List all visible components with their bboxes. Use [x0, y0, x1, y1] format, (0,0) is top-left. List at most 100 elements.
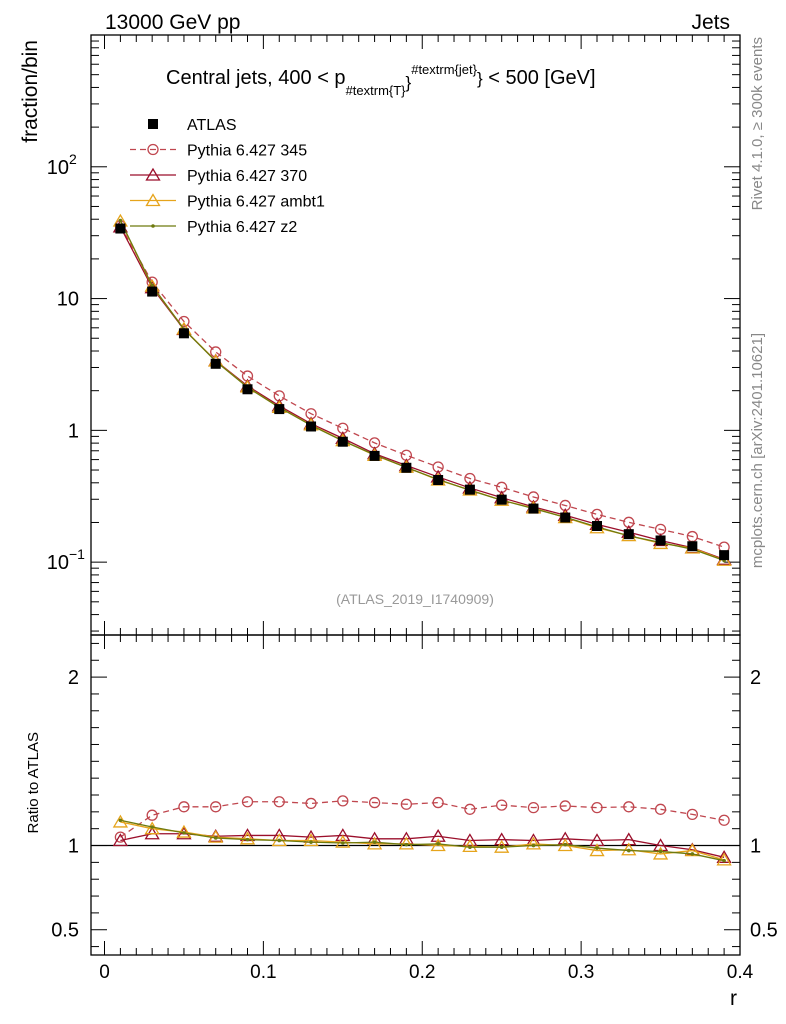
ratio-tick-label-right: 1 [750, 836, 761, 858]
legend-marker [148, 119, 158, 129]
ratio-point-3 [658, 849, 663, 854]
y-tick-label: 10 [57, 289, 79, 311]
ratio-point-3 [404, 842, 409, 847]
ratio-point-1 [430, 828, 446, 842]
ratio-line-1 [120, 833, 725, 858]
atlas-point [147, 286, 158, 297]
ratio-point-0 [368, 796, 381, 809]
ratio-point-0 [559, 800, 571, 812]
ratio-point-2 [366, 836, 383, 850]
ratio-point-0 [591, 801, 603, 814]
ratio-point-2 [303, 833, 319, 847]
energy-label: 13000 GeV pp [105, 11, 240, 34]
series-line-1 [119, 226, 725, 560]
title-suffix: < 500 [GeV] [483, 67, 596, 89]
atlas-point [274, 404, 285, 415]
legend-label: Pythia 6.427 ambt1 [187, 194, 325, 211]
ratio-point-0 [178, 801, 190, 813]
atlas-point [210, 358, 221, 369]
ratio-point-3 [436, 842, 440, 846]
ratio-point-2 [589, 843, 605, 857]
ratio-point-2 [398, 836, 415, 850]
ratio-point-1 [112, 833, 129, 847]
ratio-point-2 [462, 839, 478, 853]
y-tick-exponent: 2 [69, 151, 77, 167]
x-tick-label: 0 [99, 962, 110, 983]
atlas-point [178, 328, 189, 339]
ratio-point-2 [621, 842, 637, 856]
ratio-tick-label-right: 2 [750, 667, 761, 689]
ratio-point-2 [335, 834, 351, 848]
legend-label: Pythia 6.427 345 [187, 143, 307, 160]
x-tick-label: 0.3 [568, 962, 594, 983]
atlas-point [623, 529, 634, 540]
ratio-point-0 [623, 801, 635, 813]
series-point-0 [210, 346, 222, 358]
x-tick-label: 0.4 [727, 962, 754, 983]
legend-marker [147, 143, 159, 156]
ratio-line-3 [120, 819, 725, 862]
process-label: Jets [691, 11, 730, 34]
ratio-point-0 [432, 796, 444, 809]
ratio-tick-label-right: 0.5 [750, 920, 778, 942]
ratio-point-0 [210, 801, 222, 813]
ratio-point-3 [531, 843, 536, 848]
ratio-point-2 [525, 836, 542, 850]
ratio-point-3 [468, 845, 472, 850]
ratio-point-3 [341, 841, 345, 845]
ratio-series [112, 795, 732, 866]
x-tick-label: 0.1 [250, 962, 276, 983]
ratio-point-0 [654, 803, 667, 815]
legend-label: Pythia 6.427 370 [187, 168, 307, 185]
ratio-point-0 [114, 831, 127, 843]
ratio-tick-label: 2 [68, 667, 79, 689]
ratio-point-3 [722, 858, 726, 863]
y-tick-label: 10 [47, 157, 69, 179]
ratio-point-2 [430, 838, 446, 852]
atlas-point [655, 535, 666, 546]
ratio-point-0 [718, 814, 730, 826]
x-tick-label: 0.2 [409, 962, 435, 983]
ratio-point-3 [213, 836, 218, 840]
rivet-label: Rivet 4.1.0, ≥ 300k events [749, 37, 766, 210]
ratio-point-3 [150, 825, 154, 829]
ratio-point-3 [118, 818, 123, 823]
ratio-point-3 [372, 840, 377, 844]
y-tick-exponent: −1 [69, 546, 85, 562]
legend-marker [151, 224, 155, 228]
atlas-point [369, 450, 380, 461]
ratio-point-0 [464, 803, 476, 815]
legend-label: Pythia 6.427 z2 [187, 219, 297, 236]
ratio-point-0 [400, 798, 413, 810]
ratio-point-1 [335, 828, 351, 842]
main-series [112, 213, 732, 566]
series-line-2 [119, 220, 725, 561]
ratio-point-0 [496, 799, 508, 811]
atlas-point [433, 475, 444, 486]
title-prefix: Central jets, 400 < p [166, 67, 346, 89]
title-brace-2: } [477, 69, 483, 88]
y-tick-label: 1 [68, 420, 79, 442]
ratio-panel-frame [90, 634, 741, 956]
ratio-tick-label: 1 [68, 836, 79, 858]
atlas-point [464, 484, 475, 495]
legend-marker [145, 193, 161, 207]
ratio-point-0 [686, 808, 698, 821]
ratio-point-2 [239, 831, 256, 845]
atlas-point [242, 384, 253, 395]
axis-ticks [91, 34, 741, 955]
ratio-point-0 [241, 796, 254, 808]
series-line-3 [119, 220, 725, 562]
y-axis-label: fraction/bin [19, 40, 42, 143]
legend-label: ATLAS [187, 117, 237, 134]
title-subscript: #textrm{T} [346, 83, 407, 98]
ratio-point-3 [626, 848, 631, 853]
atlas-point [401, 462, 412, 473]
ratio-point-2 [208, 829, 224, 843]
atlas-point [528, 503, 539, 514]
series-point-3 [118, 218, 123, 223]
ratio-point-0 [337, 795, 349, 807]
y-tick-label: 10 [47, 552, 69, 574]
atlas-point [306, 421, 317, 432]
